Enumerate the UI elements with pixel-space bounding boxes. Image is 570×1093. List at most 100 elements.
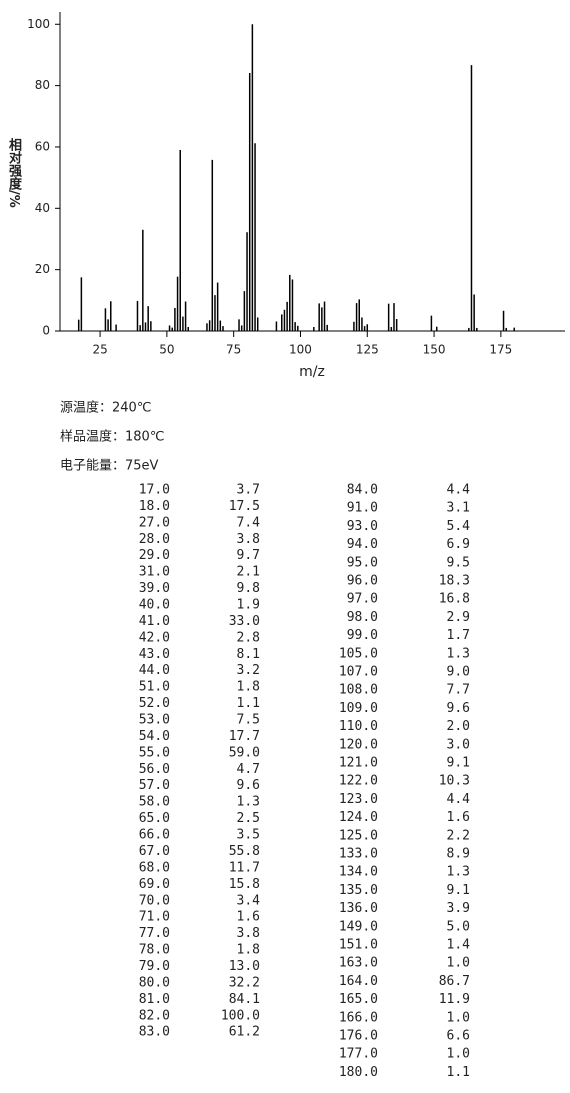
y-tick-label: 100	[27, 17, 50, 31]
intensity-cell: 2.2	[447, 828, 470, 843]
mz-cell: 164.0	[339, 974, 378, 989]
intensity-cell: 3.8	[237, 532, 260, 547]
mz-cell: 40.0	[139, 598, 170, 613]
mz-cell: 78.0	[139, 943, 170, 958]
intensity-cell: 32.2	[229, 975, 260, 990]
intensity-cell: 1.3	[447, 646, 470, 661]
mz-cell: 120.0	[339, 737, 378, 752]
intensity-cell: 2.5	[237, 811, 260, 826]
mz-cell: 83.0	[139, 1025, 170, 1040]
mz-cell: 68.0	[139, 860, 170, 875]
intensity-cell: 3.1	[447, 501, 470, 516]
intensity-cell: 3.4	[237, 893, 261, 908]
info-line: 样品温度：180℃	[60, 429, 164, 445]
intensity-cell: 5.0	[447, 919, 470, 934]
mz-cell: 53.0	[139, 713, 170, 728]
intensity-cell: 8.1	[237, 647, 260, 662]
x-tick-label: 175	[489, 343, 512, 357]
intensity-cell: 1.4	[447, 938, 471, 953]
mz-cell: 95.0	[347, 555, 378, 570]
mz-cell: 39.0	[139, 581, 170, 596]
y-axis-label: 相对强度/%	[6, 138, 21, 208]
mz-cell: 18.0	[139, 499, 170, 514]
mz-cell: 66.0	[139, 828, 170, 843]
intensity-cell: 2.9	[447, 610, 470, 625]
intensity-cell: 3.0	[447, 737, 470, 752]
intensity-cell: 17.7	[229, 729, 260, 744]
intensity-cell: 9.1	[447, 883, 470, 898]
intensity-cell: 13.0	[229, 959, 260, 974]
intensity-cell: 6.9	[447, 537, 470, 552]
mz-cell: 52.0	[139, 696, 170, 711]
intensity-cell: 4.4	[447, 792, 471, 807]
x-tick-label: 75	[226, 343, 241, 357]
mz-cell: 177.0	[339, 1047, 378, 1062]
mz-cell: 123.0	[339, 792, 378, 807]
mz-cell: 67.0	[139, 844, 170, 859]
intensity-cell: 1.6	[237, 910, 260, 925]
mz-cell: 28.0	[139, 532, 170, 547]
mz-cell: 84.0	[347, 483, 378, 498]
mz-cell: 165.0	[339, 992, 378, 1007]
intensity-cell: 100.0	[221, 1008, 260, 1023]
mz-cell: 93.0	[347, 519, 378, 534]
intensity-cell: 3.7	[237, 483, 260, 498]
intensity-cell: 9.5	[447, 555, 470, 570]
mz-cell: 109.0	[339, 701, 378, 716]
mz-cell: 166.0	[339, 1010, 378, 1025]
intensity-cell: 17.5	[229, 499, 260, 514]
mz-cell: 96.0	[347, 574, 378, 589]
intensity-cell: 61.2	[229, 1025, 260, 1040]
x-tick-label: 100	[289, 343, 312, 357]
intensity-cell: 4.7	[237, 762, 260, 777]
x-tick-label: 125	[356, 343, 379, 357]
intensity-cell: 5.4	[447, 519, 471, 534]
intensity-cell: 6.6	[447, 1029, 470, 1044]
mz-cell: 134.0	[339, 865, 378, 880]
y-tick-label: 0	[42, 324, 50, 338]
intensity-cell: 9.1	[447, 756, 470, 771]
mz-cell: 55.0	[139, 745, 170, 760]
intensity-cell: 1.0	[447, 1047, 470, 1062]
info-line: 源温度：240℃	[60, 400, 151, 416]
mz-cell: 69.0	[139, 877, 170, 892]
mz-cell: 57.0	[139, 778, 170, 793]
mz-cell: 98.0	[347, 610, 378, 625]
intensity-cell: 1.0	[447, 1010, 470, 1025]
intensity-cell: 9.8	[237, 581, 260, 596]
mz-cell: 17.0	[139, 483, 170, 498]
mz-cell: 149.0	[339, 919, 378, 934]
mz-cell: 65.0	[139, 811, 170, 826]
mz-cell: 42.0	[139, 630, 170, 645]
intensity-cell: 86.7	[439, 974, 470, 989]
mz-cell: 99.0	[347, 628, 378, 643]
mz-cell: 71.0	[139, 910, 170, 925]
intensity-cell: 1.9	[237, 598, 260, 613]
intensity-cell: 9.6	[237, 778, 260, 793]
intensity-cell: 1.7	[447, 628, 470, 643]
x-tick-label: 150	[423, 343, 446, 357]
intensity-cell: 11.9	[439, 992, 470, 1007]
mz-cell: 151.0	[339, 938, 378, 953]
mz-cell: 41.0	[139, 614, 170, 629]
intensity-cell: 1.8	[237, 680, 260, 695]
intensity-cell: 9.7	[237, 548, 260, 563]
intensity-cell: 3.9	[447, 901, 470, 916]
mz-cell: 51.0	[139, 680, 170, 695]
intensity-cell: 18.3	[439, 574, 470, 589]
mz-cell: 122.0	[339, 774, 378, 789]
intensity-cell: 1.1	[237, 696, 260, 711]
mz-cell: 70.0	[139, 893, 170, 908]
mz-cell: 124.0	[339, 810, 378, 825]
intensity-cell: 15.8	[229, 877, 260, 892]
intensity-cell: 4.4	[447, 483, 471, 498]
mz-cell: 135.0	[339, 883, 378, 898]
mz-cell: 79.0	[139, 959, 170, 974]
intensity-cell: 9.6	[447, 701, 470, 716]
mz-cell: 31.0	[139, 565, 170, 580]
mz-cell: 107.0	[339, 665, 378, 680]
intensity-cell: 1.3	[237, 795, 260, 810]
intensity-cell: 3.5	[237, 828, 260, 843]
mz-cell: 180.0	[339, 1065, 378, 1080]
